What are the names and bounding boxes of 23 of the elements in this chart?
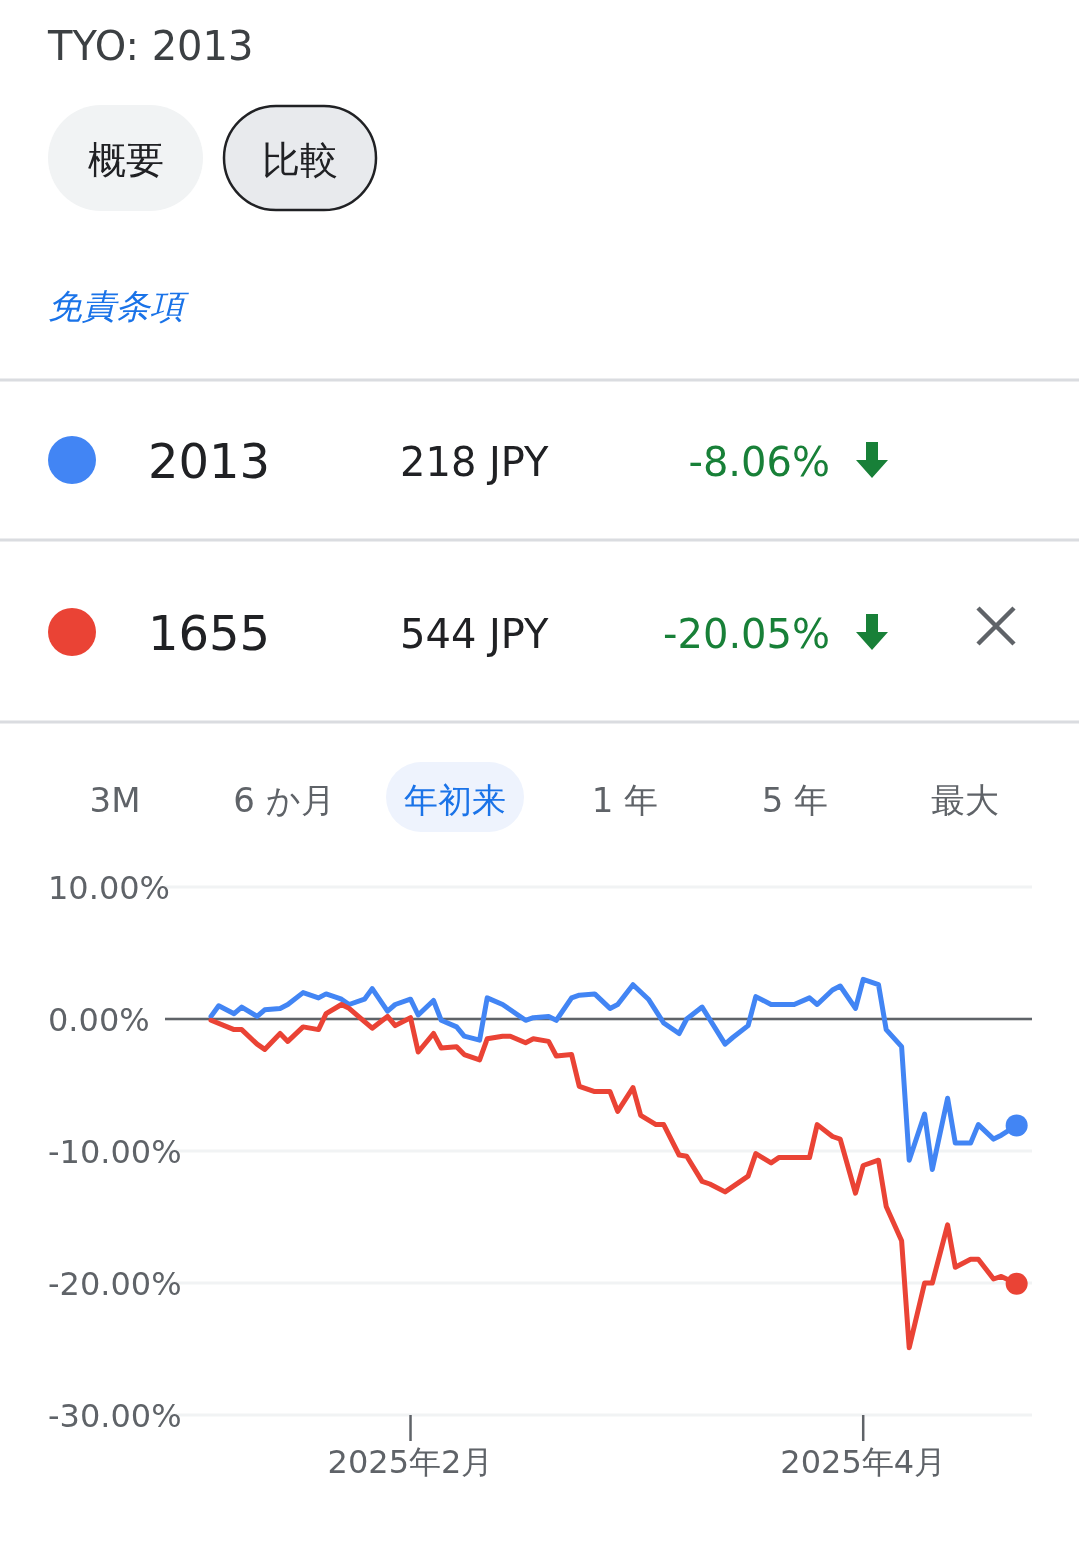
text: 免責条項 <box>48 286 189 326</box>
legend-label: 2013 <box>148 433 271 489</box>
y-tick-label: -10.00% <box>48 1133 182 1171</box>
y-tick-label: -20.00% <box>48 1265 182 1303</box>
text: 1 年 <box>591 780 659 820</box>
text: 5 年 <box>761 780 829 820</box>
text: 218 JPY <box>400 439 550 485</box>
button-overview: 概要 <box>48 105 203 211</box>
text: 6 か月 <box>233 780 335 820</box>
x-tick-label: 2025年2月 <box>327 1443 494 1481</box>
text: 544 JPY <box>400 611 550 657</box>
text: 最大 <box>931 780 999 820</box>
text: 3M <box>89 780 141 820</box>
text: -8.06% <box>688 439 830 485</box>
y-tick-label: -30.00% <box>48 1397 182 1435</box>
text: 年初来 <box>404 780 506 820</box>
y-tick-label: 10.00% <box>48 869 171 907</box>
y-tick-label: 0.00% <box>48 1001 150 1039</box>
text: -20.05% <box>663 611 830 657</box>
x-tick-label: 2025年4月 <box>780 1443 947 1481</box>
chart-title: TYO: 2013 <box>47 23 254 69</box>
legend-label: 1655 <box>148 605 271 661</box>
button-compare: 比較 <box>222 104 378 212</box>
